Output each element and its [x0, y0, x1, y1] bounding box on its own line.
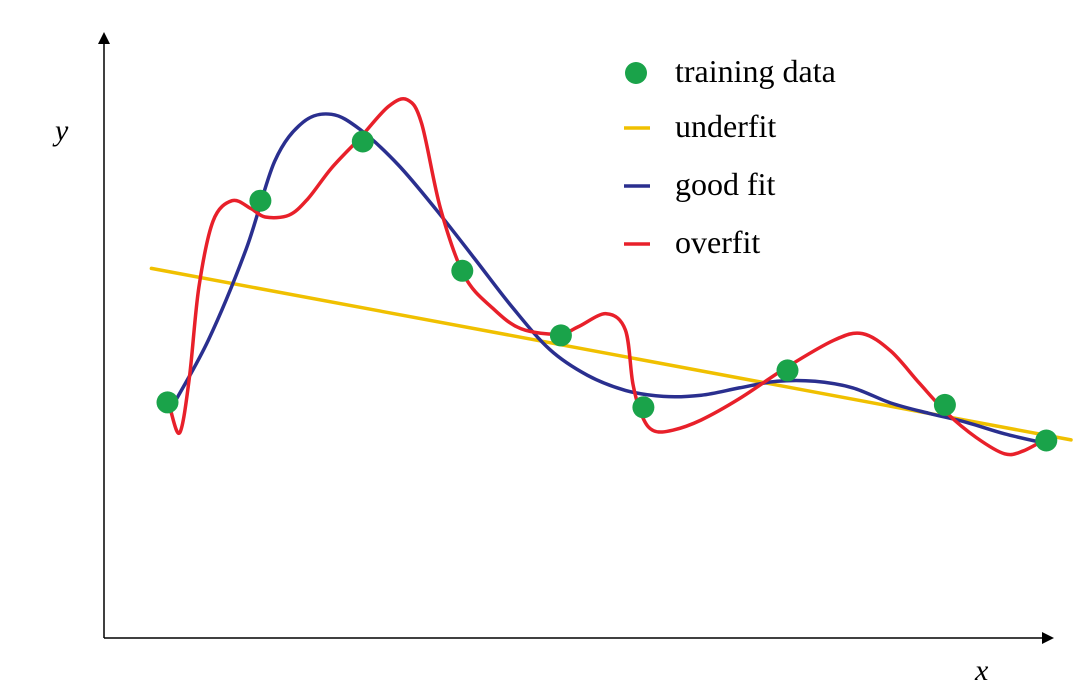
data-point — [776, 359, 799, 382]
data-point — [249, 189, 272, 212]
legend-label-training-data: training data — [675, 53, 836, 89]
data-point — [451, 259, 474, 282]
legend-item-overfit: overfit — [624, 224, 760, 260]
legend-item-good-fit: good fit — [624, 166, 776, 202]
y-axis-label: y — [52, 114, 69, 147]
series-line-overfit — [168, 97, 1049, 457]
legend-marker-training-data — [625, 62, 647, 84]
data-point — [156, 391, 179, 414]
series-line-good-fit — [168, 112, 1049, 446]
series-layer — [149, 97, 1073, 457]
legend-label-underfit: underfit — [675, 108, 776, 144]
data-point — [933, 393, 956, 416]
data-point — [549, 324, 572, 347]
legend-label-overfit: overfit — [675, 224, 760, 260]
legend-item-training-data: training data — [625, 53, 836, 89]
legend: training data underfit good fit overfit — [624, 53, 836, 260]
data-point — [1035, 429, 1058, 452]
x-axis-label: x — [974, 654, 989, 687]
data-point — [632, 396, 655, 419]
data-point — [351, 130, 374, 153]
legend-label-good-fit: good fit — [675, 166, 776, 202]
legend-item-underfit: underfit — [624, 108, 776, 144]
training-points — [156, 130, 1058, 452]
